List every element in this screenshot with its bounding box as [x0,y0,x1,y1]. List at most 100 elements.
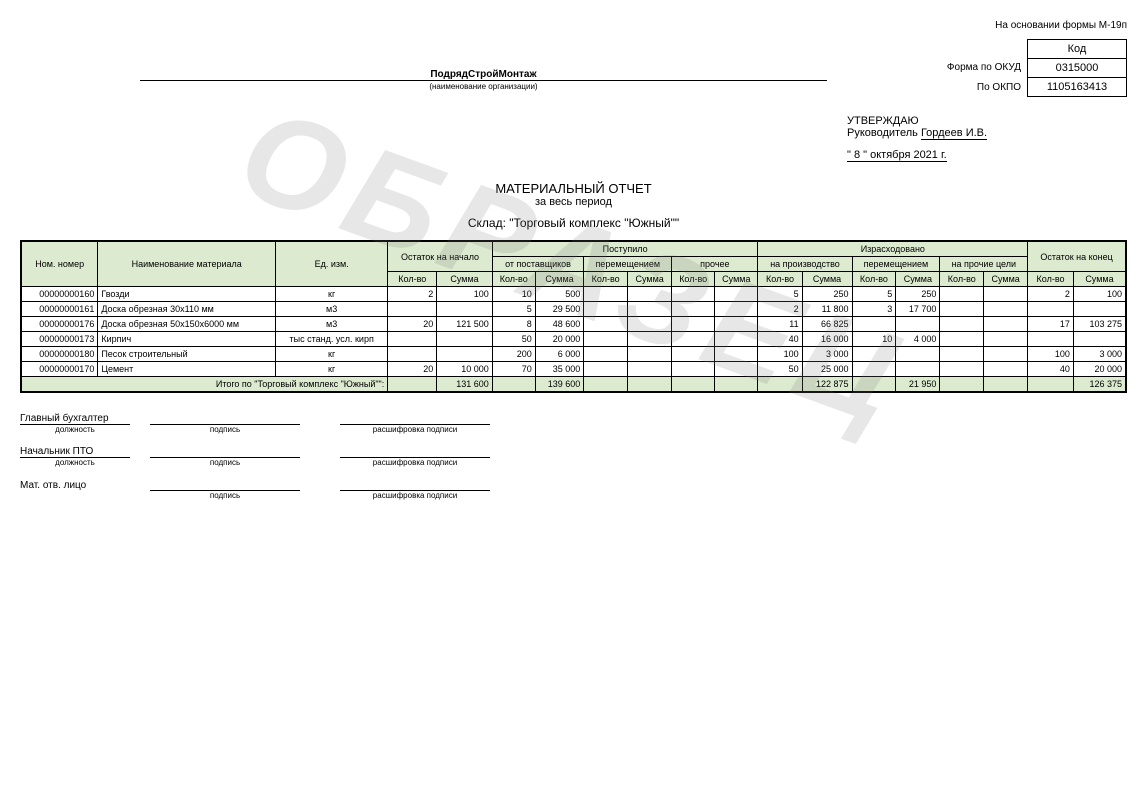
table-cell [852,347,896,362]
sign-row-accountant: Главный бухгалтер должность подпись расш… [20,413,1127,434]
table-cell: 66 825 [802,317,852,332]
table-cell [437,302,492,317]
col-out-move: перемещением [852,257,940,272]
table-cell: 4 000 [896,332,940,347]
col-qty: Кол-во [1028,272,1074,287]
pto-sub-role: должность [20,458,130,467]
table-cell [1073,332,1126,347]
table-cell: 17 700 [896,302,940,317]
response-label: Мат. отв. лицо [20,480,130,491]
table-cell: Песок строительный [98,347,276,362]
table-cell [584,362,628,377]
table-cell: кг [276,362,388,377]
table-cell: 5 [492,302,535,317]
table-cell [672,302,715,317]
table-cell [672,317,715,332]
table-cell: Гвозди [98,287,276,302]
col-out-prod: на производство [758,257,852,272]
organization-block: ПодрядСтройМонтаж (наименование организа… [20,39,947,92]
table-cell: 50 [758,362,802,377]
table-cell: 40 [1028,362,1074,377]
col-sum: Сумма [802,272,852,287]
table-cell: 100 [437,287,492,302]
table-cell: кг [276,287,388,302]
table-cell: Цемент [98,362,276,377]
total-prod-sum: 122 875 [802,377,852,393]
response-sub-sign: подпись [210,491,240,500]
warehouse-name: Склад: "Торговый комплекс "Южный"" [20,216,1127,230]
col-qty: Кол-во [940,272,984,287]
table-row: 00000000173Кирпичтыс станд. усл. кирп502… [21,332,1126,347]
table-cell [940,347,984,362]
table-cell: 00000000161 [21,302,98,317]
sign-row-response: Мат. отв. лицо подпись расшифровка подпи… [20,479,1127,500]
col-end: Остаток на конец [1028,241,1126,272]
col-qty: Кол-во [852,272,896,287]
table-cell: 121 500 [437,317,492,332]
col-sum: Сумма [437,272,492,287]
table-cell: 35 000 [535,362,584,377]
table-cell: 250 [802,287,852,302]
table-cell [984,302,1028,317]
table-cell: 500 [535,287,584,302]
table-cell: 20 000 [535,332,584,347]
response-sub-decode: расшифровка подписи [373,491,457,500]
table-cell: 2 [758,302,802,317]
table-cell: 2 [388,287,437,302]
col-in-move: перемещением [584,257,672,272]
table-cell: 3 000 [802,347,852,362]
total-sup-sum: 139 600 [535,377,584,393]
table-cell [584,302,628,317]
table-cell [940,287,984,302]
table-cell: 10 [492,287,535,302]
total-mvo-sum: 21 950 [896,377,940,393]
table-cell: кг [276,347,388,362]
pto-sub-sign: подпись [210,458,240,467]
col-in-other: прочее [672,257,758,272]
total-start-sum: 131 600 [437,377,492,393]
organization-sublabel: (наименование организации) [429,82,537,91]
table-cell: 00000000180 [21,347,98,362]
table-cell: 5 [852,287,896,302]
table-cell: Доска обрезная 50х150х6000 мм [98,317,276,332]
table-cell: 48 600 [535,317,584,332]
table-cell [715,287,758,302]
table-cell: 10 000 [437,362,492,377]
table-cell: 17 [1028,317,1074,332]
table-cell: 250 [896,287,940,302]
col-sum: Сумма [984,272,1028,287]
table-cell [584,332,628,347]
table-cell [715,362,758,377]
col-sum: Сумма [896,272,940,287]
table-cell: Доска обрезная 30х110 мм [98,302,276,317]
signatures-area: Главный бухгалтер должность подпись расш… [20,413,1127,500]
table-row: 00000000180Песок строительныйкг2006 0001… [21,347,1126,362]
table-cell: 8 [492,317,535,332]
table-cell [628,287,672,302]
table-row: 00000000161Доска обрезная 30х110 ммм3529… [21,302,1126,317]
col-qty: Кол-во [584,272,628,287]
col-unit: Ед. изм. [276,241,388,287]
table-cell: 20 [388,362,437,377]
table-cell [672,347,715,362]
table-cell [984,347,1028,362]
table-cell [715,317,758,332]
table-cell [388,302,437,317]
accountant-label: Главный бухгалтер [20,413,130,425]
title-block: МАТЕРИАЛЬНЫЙ ОТЧЕТ за весь период Склад:… [20,181,1127,230]
table-cell: 40 [758,332,802,347]
table-cell [437,347,492,362]
table-cell [672,332,715,347]
table-cell [940,332,984,347]
table-cell: 50 [492,332,535,347]
table-cell [940,317,984,332]
codes-block: Код Форма по ОКУД 0315000 По ОКПО 110516… [947,39,1127,97]
form-basis-note: На основании формы М-19п [20,20,1127,31]
col-out-other: на прочие цели [940,257,1028,272]
organization-name: ПодрядСтройМонтаж [140,69,827,81]
table-cell: 20 [388,317,437,332]
col-incoming: Поступило [492,241,758,257]
col-qty: Кол-во [758,272,802,287]
report-period: за весь период [20,196,1127,208]
table-cell [388,332,437,347]
